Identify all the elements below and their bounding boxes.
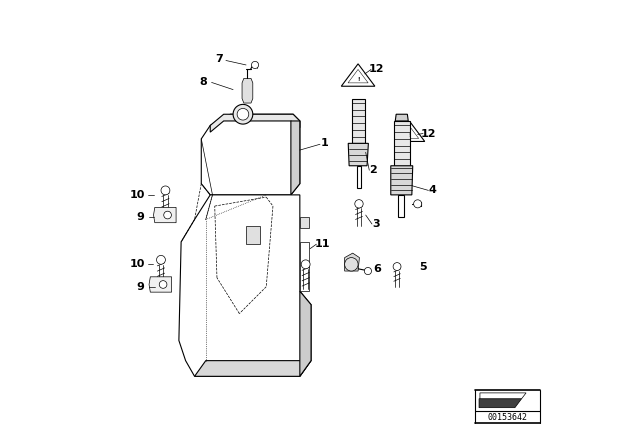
Polygon shape (210, 114, 300, 132)
Text: 11: 11 (314, 239, 330, 249)
Circle shape (413, 200, 422, 208)
Polygon shape (396, 114, 408, 121)
Polygon shape (398, 195, 404, 217)
Polygon shape (154, 207, 176, 223)
Circle shape (237, 108, 249, 120)
Text: 1: 1 (321, 138, 328, 148)
Polygon shape (479, 399, 522, 408)
Circle shape (164, 211, 172, 219)
Text: !: ! (408, 133, 411, 138)
Polygon shape (300, 291, 311, 376)
Polygon shape (480, 393, 526, 399)
Polygon shape (352, 99, 365, 143)
Text: 12: 12 (420, 129, 436, 138)
Circle shape (364, 267, 371, 275)
Text: 00153642: 00153642 (487, 414, 527, 422)
Polygon shape (300, 242, 309, 291)
Text: 7: 7 (215, 54, 223, 64)
Polygon shape (246, 226, 260, 244)
Polygon shape (348, 143, 369, 166)
Text: 8: 8 (200, 78, 207, 87)
Text: 12: 12 (369, 65, 385, 74)
Circle shape (252, 61, 259, 69)
Polygon shape (149, 277, 172, 292)
Circle shape (233, 104, 253, 124)
Circle shape (393, 263, 401, 271)
Polygon shape (242, 78, 253, 103)
Text: 10: 10 (130, 190, 145, 200)
Polygon shape (345, 253, 360, 271)
Circle shape (301, 260, 310, 269)
Polygon shape (179, 195, 311, 376)
Polygon shape (202, 114, 300, 195)
Circle shape (159, 280, 167, 289)
Circle shape (355, 200, 363, 208)
Text: 9: 9 (137, 212, 145, 222)
Text: 4: 4 (429, 185, 437, 195)
Polygon shape (356, 166, 361, 188)
Polygon shape (391, 166, 413, 195)
Polygon shape (394, 121, 425, 142)
Polygon shape (291, 121, 300, 195)
Circle shape (161, 186, 170, 195)
Text: 2: 2 (369, 165, 377, 175)
Text: 3: 3 (372, 219, 380, 229)
Text: 9: 9 (137, 282, 145, 292)
Text: 5: 5 (419, 262, 427, 271)
Polygon shape (195, 361, 311, 376)
Text: 6: 6 (373, 264, 381, 274)
Circle shape (344, 258, 358, 271)
Polygon shape (300, 217, 309, 228)
Text: !: ! (357, 77, 359, 82)
Text: 10: 10 (130, 259, 145, 269)
Polygon shape (341, 64, 375, 86)
Polygon shape (394, 121, 410, 166)
Circle shape (157, 255, 165, 264)
